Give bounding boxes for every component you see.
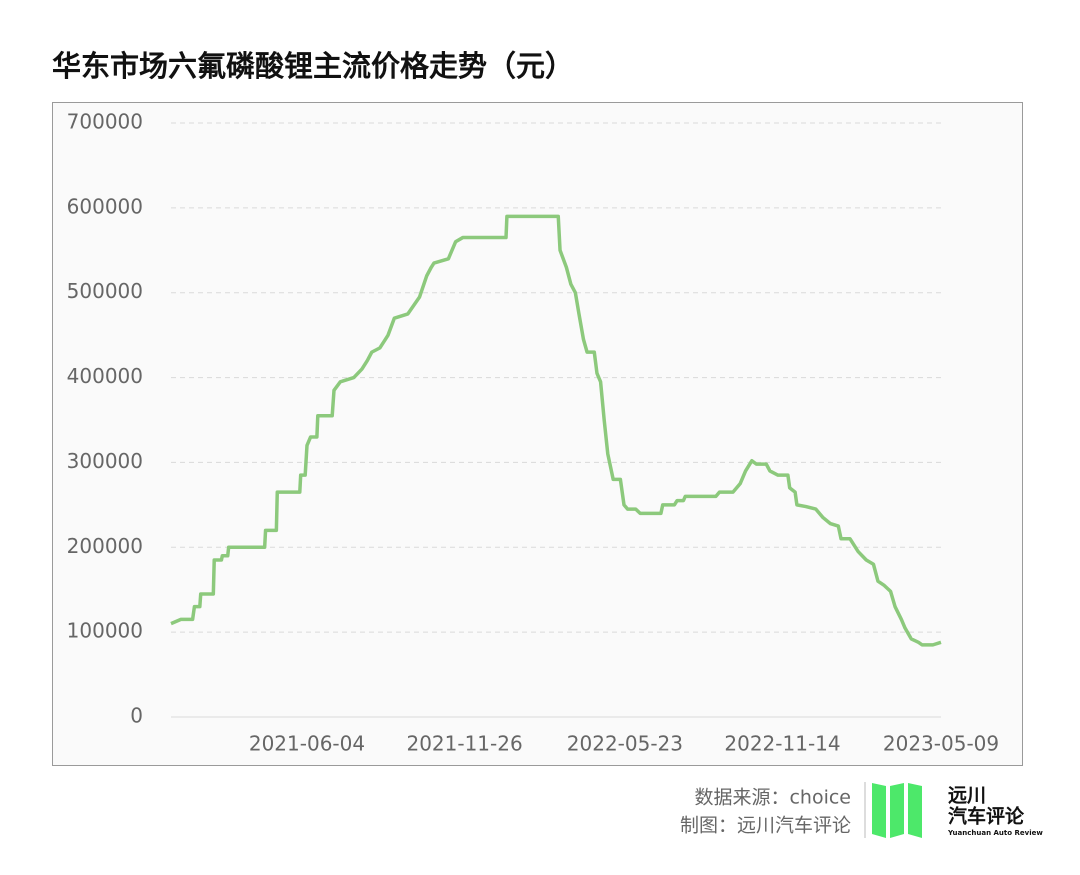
- plot-frame: [52, 102, 1023, 766]
- y-tick-label: 600000: [67, 194, 143, 218]
- x-tick-label: 2023-05-09: [883, 732, 999, 756]
- y-tick-label: 500000: [67, 279, 143, 303]
- chart-title: 华东市场六氟磷酸锂主流价格走势（元）: [52, 49, 574, 83]
- logo-text: Yuanchuan Auto Review: [947, 829, 1043, 837]
- y-tick-label: 0: [130, 704, 143, 728]
- logo-bar: [908, 783, 922, 838]
- source-note: 数据来源：choice: [694, 787, 851, 809]
- logo-text: 汽车评论: [948, 805, 1025, 828]
- logo-bar: [890, 783, 904, 838]
- logo-text: 远川: [948, 785, 986, 807]
- x-tick-label: 2021-06-04: [249, 732, 365, 756]
- x-tick-label: 2022-05-23: [567, 732, 683, 756]
- x-tick-label: 2021-11-26: [406, 732, 522, 756]
- y-tick-label: 300000: [67, 449, 143, 473]
- y-tick-label: 100000: [67, 619, 143, 643]
- price-line: [170, 214, 942, 647]
- y-tick-label: 700000: [67, 110, 143, 134]
- y-tick-label: 200000: [67, 534, 143, 558]
- logo-bar: [872, 783, 886, 838]
- x-tick-label: 2022-11-14: [724, 732, 840, 756]
- y-tick-label: 400000: [67, 364, 143, 388]
- credit-note: 制图：远川汽车评论: [680, 815, 851, 837]
